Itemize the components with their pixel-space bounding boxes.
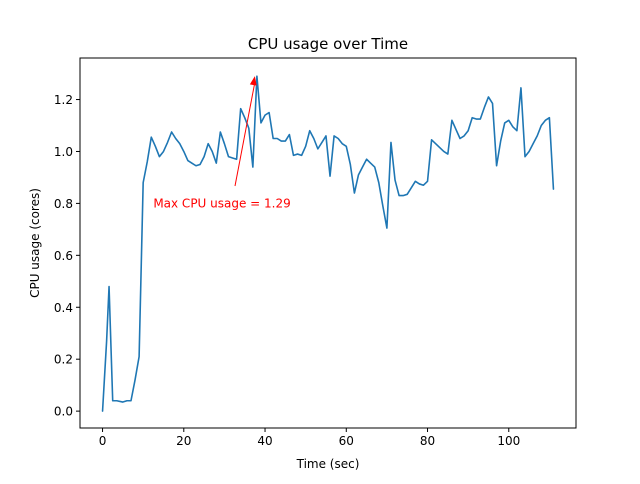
x-tick-label: 60 (339, 434, 354, 448)
annotation-text: Max CPU usage = 1.29 (153, 196, 290, 210)
chart-title: CPU usage over Time (248, 35, 408, 53)
x-tick-label: 40 (257, 434, 272, 448)
x-tick-label: 80 (420, 434, 435, 448)
y-tick-label: 0.0 (54, 405, 73, 419)
annotation-arrow-line (234, 82, 256, 187)
x-tick-label: 0 (99, 434, 107, 448)
y-tick-label: 1.0 (54, 145, 73, 159)
y-tick-label: 0.2 (54, 353, 73, 367)
y-tick-label: 0.4 (54, 301, 73, 315)
series-line-0 (101, 75, 555, 412)
plot-frame (79, 57, 577, 429)
annotation: Max CPU usage = 1.29 (153, 76, 291, 210)
plot-area (101, 75, 555, 412)
y-tick-label: 1.2 (54, 93, 73, 107)
x-axis-label: Time (sec) (296, 457, 360, 471)
axis-ticks: 0 20 40 60 80 100 0.0 0.2 0.4 0.6 0.8 1.0 1.2 (54, 93, 520, 448)
x-tick-label: 20 (176, 434, 191, 448)
y-tick-label: 0.6 (54, 249, 73, 263)
x-tick-label: 100 (497, 434, 520, 448)
y-tick-label: 0.8 (54, 197, 73, 211)
y-axis-label: CPU usage (cores) (28, 188, 42, 298)
annotation-arrow-head (249, 76, 257, 86)
